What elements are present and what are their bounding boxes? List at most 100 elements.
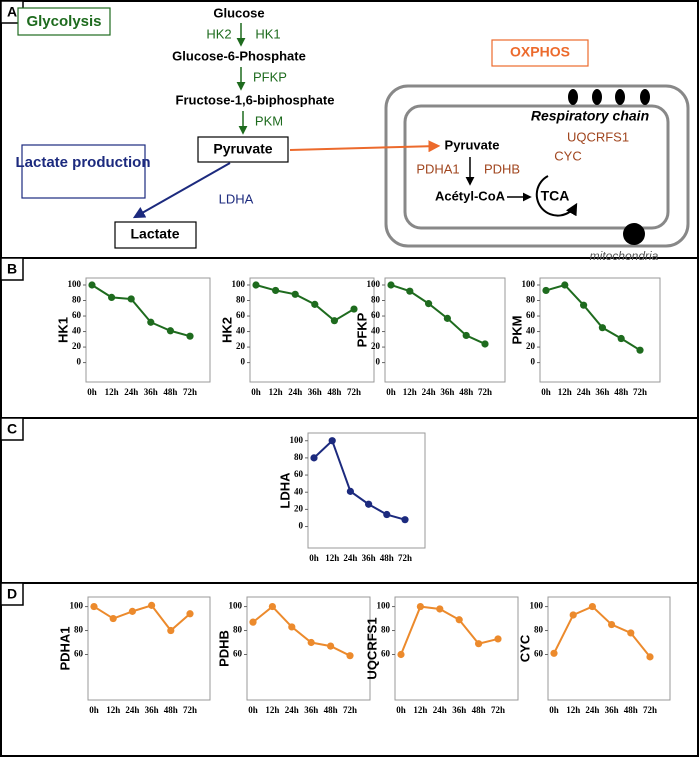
point xyxy=(416,602,424,611)
x-tick-label: 24h xyxy=(288,387,302,397)
enzyme: LDHA xyxy=(219,191,254,206)
point xyxy=(108,293,116,302)
point xyxy=(617,334,625,343)
enzyme: PFKP xyxy=(253,69,287,84)
x-tick-label: 72h xyxy=(183,705,197,715)
point xyxy=(311,300,319,308)
x-tick-label: 12h xyxy=(403,387,417,397)
x-tick-label: 48h xyxy=(624,705,638,715)
x-tick-label: 24h xyxy=(433,705,447,715)
point xyxy=(346,652,354,660)
plot-frame xyxy=(307,432,426,549)
point xyxy=(249,618,257,626)
plot-frame xyxy=(384,277,506,383)
x-tick-label: 24h xyxy=(125,705,139,715)
y-tick-label: 100 xyxy=(232,279,246,289)
enzyme: HK2 xyxy=(206,26,231,41)
x-tick-label: 0h xyxy=(309,553,319,563)
enzyme: CYC xyxy=(554,148,581,163)
metabolite: Glucose xyxy=(213,5,264,20)
x-tick-label: 36h xyxy=(605,705,619,715)
respiratory-chain-label: Respiratory chain xyxy=(531,108,649,124)
point xyxy=(561,281,569,289)
y-tick-label: 0 xyxy=(241,357,246,367)
point xyxy=(462,331,470,340)
y-tick-label: 100 xyxy=(522,279,536,289)
plot-frame xyxy=(246,596,371,701)
point xyxy=(580,301,588,309)
point xyxy=(387,281,395,289)
point xyxy=(436,605,444,613)
y-tick-label: 80 xyxy=(526,295,536,305)
point xyxy=(330,317,338,325)
point xyxy=(186,332,194,340)
point xyxy=(627,629,635,637)
point xyxy=(167,626,175,635)
panel-dividers xyxy=(1,257,699,584)
point xyxy=(542,286,550,295)
x-tick-label: 48h xyxy=(327,387,341,397)
plot-frame xyxy=(547,596,671,701)
y-tick-label: 40 xyxy=(294,486,304,496)
y-tick-label: 60 xyxy=(526,310,536,320)
x-tick-label: 72h xyxy=(183,387,197,397)
point xyxy=(147,318,155,326)
x-tick-label: 12h xyxy=(325,553,339,563)
x-tick-label: 48h xyxy=(459,387,473,397)
y-tick-label: 100 xyxy=(377,601,391,611)
plot-frame xyxy=(87,596,211,701)
enzyme: PDHB xyxy=(484,161,520,176)
panel-label: C xyxy=(7,421,17,437)
plot-frame xyxy=(539,277,661,383)
y-axis-label: PFKP xyxy=(354,312,369,347)
panel-label: A xyxy=(7,4,17,20)
x-tick-label: 12h xyxy=(413,705,427,715)
y-axis-label: PDHB xyxy=(216,630,231,667)
point xyxy=(598,324,607,332)
y-tick-label: 100 xyxy=(530,601,544,611)
metabolite: Pyruvate xyxy=(213,141,272,157)
y-tick-label: 80 xyxy=(233,625,243,635)
point xyxy=(166,327,174,335)
y-tick-label: 100 xyxy=(290,435,304,445)
line xyxy=(252,605,351,657)
x-tick-label: 36h xyxy=(144,387,158,397)
x-tick-label: 72h xyxy=(347,387,361,397)
x-tick-label: 48h xyxy=(614,387,628,397)
y-axis-label: PKM xyxy=(509,316,524,345)
point xyxy=(608,620,616,629)
point xyxy=(636,346,644,354)
y-tick-label: 40 xyxy=(526,326,536,336)
point xyxy=(481,340,489,348)
x-tick-label: 36h xyxy=(440,387,454,397)
x-tick-label: 48h xyxy=(380,553,394,563)
x-tick-label: 0h xyxy=(87,387,97,397)
point xyxy=(406,287,414,295)
x-tick-label: 12h xyxy=(566,705,580,715)
y-tick-label: 60 xyxy=(74,649,84,659)
point xyxy=(346,487,354,495)
tca-label: TCA xyxy=(541,188,570,204)
x-tick-label: 12h xyxy=(269,387,283,397)
y-tick-label: 100 xyxy=(68,279,82,289)
y-tick-label: 80 xyxy=(294,452,304,462)
panel-label: D xyxy=(7,586,17,602)
x-tick-label: 72h xyxy=(343,705,357,715)
point xyxy=(494,635,502,643)
x-tick-label: 72h xyxy=(398,553,412,563)
y-tick-label: 60 xyxy=(381,649,391,659)
y-tick-label: 20 xyxy=(294,503,304,513)
y-axis-label: LDHA xyxy=(277,472,292,509)
x-tick-label: 12h xyxy=(106,705,120,715)
y-tick-label: 40 xyxy=(371,326,381,336)
x-tick-label: 36h xyxy=(362,553,376,563)
point xyxy=(425,300,433,308)
point xyxy=(443,314,451,322)
point xyxy=(455,616,463,624)
y-tick-label: 40 xyxy=(72,326,82,336)
x-tick-label: 0h xyxy=(251,387,261,397)
point xyxy=(646,653,654,661)
y-tick-label: 60 xyxy=(233,649,243,659)
